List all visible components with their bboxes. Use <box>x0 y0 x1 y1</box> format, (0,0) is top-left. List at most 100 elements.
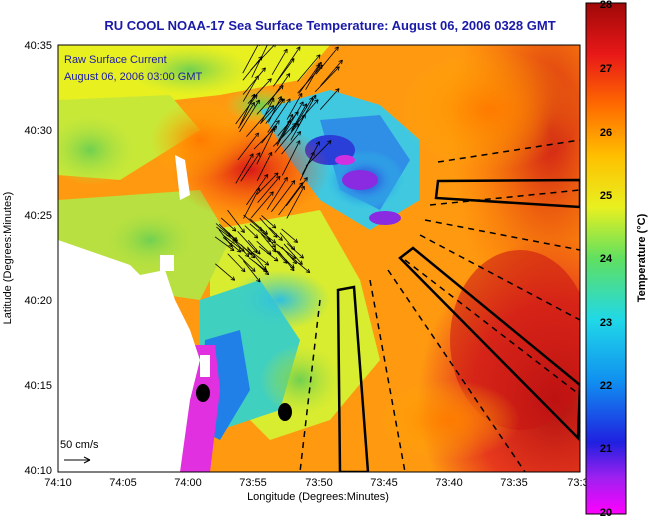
colorbar-tick-label: 25 <box>600 190 612 202</box>
current-vector <box>249 218 268 235</box>
current-vector-head <box>290 268 295 272</box>
current-vector-head <box>255 99 260 103</box>
current-vector-head <box>269 250 272 255</box>
current-vector <box>259 217 278 238</box>
current-vector-head <box>276 175 281 179</box>
current-vector-head <box>264 67 266 72</box>
current-vector-head <box>232 276 236 281</box>
current-vector <box>239 93 255 126</box>
current-vector-head <box>299 131 302 136</box>
current-vector-head <box>241 270 246 273</box>
current-vector <box>261 230 276 248</box>
current-vector-head <box>258 56 263 59</box>
current-vector <box>291 99 319 130</box>
current-vector-head <box>292 261 297 265</box>
current-vector-head <box>275 257 279 262</box>
current-vector <box>279 232 296 251</box>
current-vector-head <box>267 78 272 81</box>
colorbar-label: Temperature (°C) <box>636 213 648 302</box>
current-vector <box>286 93 303 120</box>
current-vector <box>267 98 291 133</box>
y-tick-label: 40:25 <box>24 210 52 222</box>
current-vector-head <box>286 98 291 102</box>
current-vector-head <box>337 46 339 51</box>
current-vector-head <box>293 58 295 63</box>
colorbar-tick-label: 27 <box>600 63 612 75</box>
current-vector <box>256 172 279 195</box>
current-vector <box>319 88 340 110</box>
current-title: Raw Surface Current <box>64 54 167 66</box>
current-vector-head <box>296 140 301 144</box>
current-vector-head <box>273 239 277 244</box>
current-vector-head <box>283 176 288 180</box>
current-vector <box>286 243 304 259</box>
current-vector <box>256 85 284 115</box>
current-vector-head <box>256 280 261 283</box>
current-date: August 06, 2006 03:00 GMT <box>64 71 202 83</box>
current-vector-head <box>306 177 308 182</box>
current-vector <box>256 151 273 182</box>
current-vector <box>222 234 245 252</box>
current-vector <box>242 56 263 81</box>
x-tick-label: 74:00 <box>174 477 202 489</box>
current-vector <box>305 140 332 167</box>
current-vector-head <box>285 259 288 264</box>
current-vector-head <box>327 140 332 143</box>
current-vector-head <box>258 229 263 231</box>
current-vector-head <box>231 246 235 251</box>
current-vector <box>216 226 237 243</box>
dashed-line <box>387 269 526 472</box>
current-vector-head <box>317 61 322 65</box>
current-vector-head <box>301 182 304 187</box>
current-vector-head <box>254 132 259 135</box>
colorbar-tick-label: 26 <box>600 127 612 139</box>
x-tick-label: 73:3 <box>567 477 588 489</box>
current-vector-head <box>290 248 295 251</box>
current-vector-head <box>243 267 246 272</box>
current-vector <box>256 240 272 255</box>
dashed-line <box>404 259 580 396</box>
current-vector-head <box>262 267 267 271</box>
current-vector-head <box>298 182 303 185</box>
current-vector <box>305 61 322 90</box>
plot-frame <box>57 44 581 473</box>
current-vector-head <box>278 98 284 101</box>
current-vector <box>301 141 320 175</box>
current-vector <box>276 114 294 145</box>
current-vector-head <box>318 64 323 67</box>
current-vector-head <box>240 230 245 233</box>
current-vector <box>243 214 263 231</box>
x-tick-label: 73:50 <box>305 477 333 489</box>
current-vector-head <box>303 103 307 107</box>
current-vector <box>220 217 237 232</box>
current-vector-head <box>271 226 276 229</box>
current-vector <box>240 244 255 259</box>
current-vector <box>215 263 235 281</box>
y-axis-label: Latitude (Degrees:Minutes) <box>2 192 14 325</box>
current-vector-head <box>256 252 261 255</box>
current-vector-head <box>271 241 276 244</box>
x-tick-label: 73:55 <box>239 477 267 489</box>
current-vector-head <box>270 78 272 83</box>
current-vector <box>239 99 260 133</box>
current-vector <box>286 185 305 219</box>
current-vector-head <box>335 88 340 91</box>
transect-box <box>434 178 580 209</box>
current-vector-head <box>253 250 258 254</box>
current-vector-head <box>297 111 299 116</box>
current-vector-head <box>266 261 270 266</box>
current-vector-head <box>275 125 278 131</box>
current-vector <box>237 132 259 161</box>
current-vector <box>265 98 285 124</box>
current-vector-head <box>249 153 254 157</box>
current-vector-head <box>300 185 305 189</box>
current-vector <box>242 75 259 102</box>
current-vector-head <box>258 250 261 255</box>
current-vector-head <box>278 120 280 125</box>
current-vector <box>243 187 260 219</box>
current-vector-head <box>268 151 272 155</box>
current-vector-head <box>315 64 320 67</box>
y-tick-label: 40:15 <box>24 380 52 392</box>
chart-title: RU COOL NOAA-17 Sea Surface Temperature:… <box>104 18 556 33</box>
x-axis: 74:10 74:05 74:00 73:55 73:50 73:45 73:4… <box>44 477 588 489</box>
